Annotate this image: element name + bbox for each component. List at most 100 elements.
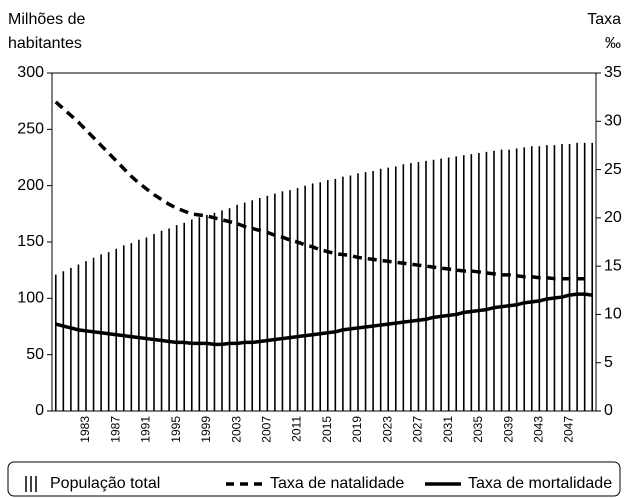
bar [304,185,306,411]
bar [440,158,442,411]
legend-label: Taxa de mortalidade [468,475,612,492]
bar [107,252,110,411]
bar [425,160,427,411]
bar [251,200,254,411]
bar [576,142,578,411]
y-axis-label: Milhões de [8,11,85,28]
x-tick-label: 2039 [501,416,515,443]
y-tick-label: 50 [26,346,44,363]
x-tick-label: 2023 [380,416,394,443]
bar [183,222,186,411]
y-tick-label: 0 [35,402,44,419]
x-tick-label: 2019 [350,416,364,443]
bar [379,168,382,411]
bar [508,149,510,411]
bar [478,152,480,411]
x-tick-label: 1983 [78,416,92,443]
bar [213,212,216,411]
y-tick-label: 150 [17,233,44,250]
y-tick-label: 300 [17,64,44,81]
bar [500,149,503,411]
y2-tick-label: 5 [604,354,613,371]
bar [342,176,344,411]
line [55,292,593,347]
bar [266,195,269,411]
bar [432,159,435,411]
y2-axis-label: ‰ [605,35,621,52]
y2-tick-label: 35 [604,64,622,81]
bar [311,183,314,411]
bar [417,162,420,411]
bar [258,198,261,411]
bar [493,150,495,412]
line [54,100,593,281]
bar [198,217,201,411]
bar [372,171,374,411]
bar [326,180,329,411]
x-tick-label: 1999 [199,416,213,443]
bar [387,167,390,411]
bar [70,267,72,411]
y-tick-label: 100 [17,290,44,307]
legend-box [7,461,621,497]
bar [591,142,594,411]
bar [485,151,488,411]
bar [364,172,367,411]
y2-tick-label: 25 [604,161,622,178]
x-tick-label: 2027 [411,416,425,443]
bar [138,239,140,411]
bar [243,202,246,411]
y2-axis-label: Taxa [587,11,621,28]
bar [402,164,405,411]
bar [153,234,155,411]
y2-tick-label: 15 [604,257,622,274]
x-tick-label: 2035 [471,416,485,443]
bar [515,148,518,411]
bar [289,190,291,411]
bar [168,228,170,411]
bar [145,237,148,411]
bar [274,193,276,411]
bar [62,271,65,411]
bar [470,154,473,411]
bar [54,274,57,411]
y2-tick-label: 0 [604,402,613,419]
bar [455,156,458,411]
plot-frame [51,72,597,412]
bar [190,219,193,411]
bar [583,142,586,411]
bar [462,155,465,411]
x-tick-label: 1991 [139,416,153,443]
x-tick-label: 2011 [290,416,304,442]
legend-label: Taxa de natalidade [270,475,404,492]
x-tick-label: 1987 [108,416,122,443]
bar [334,178,337,411]
bar [357,173,359,411]
bar [349,175,352,411]
y-tick-label: 250 [17,121,44,138]
bar [281,191,284,411]
bar [221,210,223,411]
x-tick-label: 2047 [562,416,576,443]
y-axis-label: habitantes [8,35,82,52]
bar [319,182,322,411]
bar [92,257,95,411]
x-tick-label: 1995 [169,416,183,443]
x-tick-label: 2007 [260,416,274,443]
bar [77,264,80,411]
y2-tick-label: 10 [604,306,622,323]
bar [530,146,533,411]
x-tick-label: 2031 [441,416,455,443]
legend-label: População total [50,475,160,492]
bar [236,204,238,411]
bar [228,208,231,411]
x-tick-label: 2003 [229,416,243,443]
y2-tick-label: 20 [604,209,622,226]
bar [206,214,208,411]
x-tick-label: 2043 [532,416,546,443]
bar [122,245,125,411]
y-tick-label: 200 [17,177,44,194]
bar [410,163,412,411]
bar [447,157,450,411]
